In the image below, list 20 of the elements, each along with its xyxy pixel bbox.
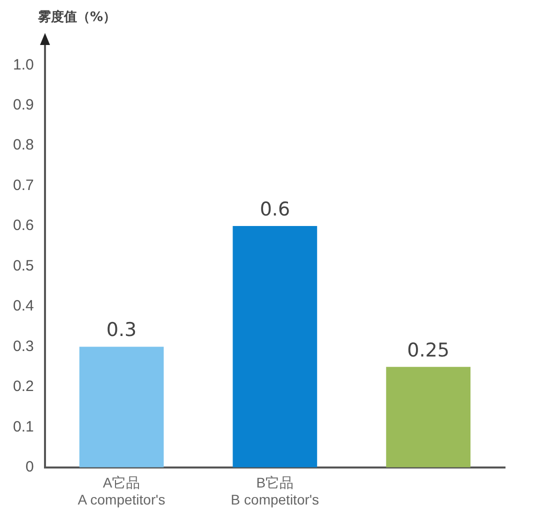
data-label: 0.3 xyxy=(106,319,137,342)
x-tick-label: A它品 A competitor's xyxy=(78,474,166,508)
y-tick-label: 1.0 xyxy=(12,56,34,74)
y-tick-label: 0.4 xyxy=(12,298,34,315)
y-tick-label: 0.9 xyxy=(12,96,34,114)
data-label: 0.25 xyxy=(407,339,450,362)
y-tick-label: 0.3 xyxy=(12,338,34,355)
y-tick-label: 0.6 xyxy=(12,217,34,234)
y-tick-label: 0.7 xyxy=(12,176,34,194)
x-tick-label: B它品 B competitor's xyxy=(230,474,320,508)
y-tick-label: 0.5 xyxy=(12,257,34,274)
y-tick-label: 0.2 xyxy=(12,378,34,396)
y-axis-title: 雾度值（%） xyxy=(38,8,116,26)
bar xyxy=(232,226,318,468)
bar xyxy=(79,346,164,468)
data-label: 0.6 xyxy=(260,198,290,220)
bar xyxy=(386,366,470,468)
y-tick-label: 0.1 xyxy=(12,418,34,436)
y-tick-label: 0 xyxy=(26,458,34,476)
y-tick-label: 0.8 xyxy=(12,136,34,154)
